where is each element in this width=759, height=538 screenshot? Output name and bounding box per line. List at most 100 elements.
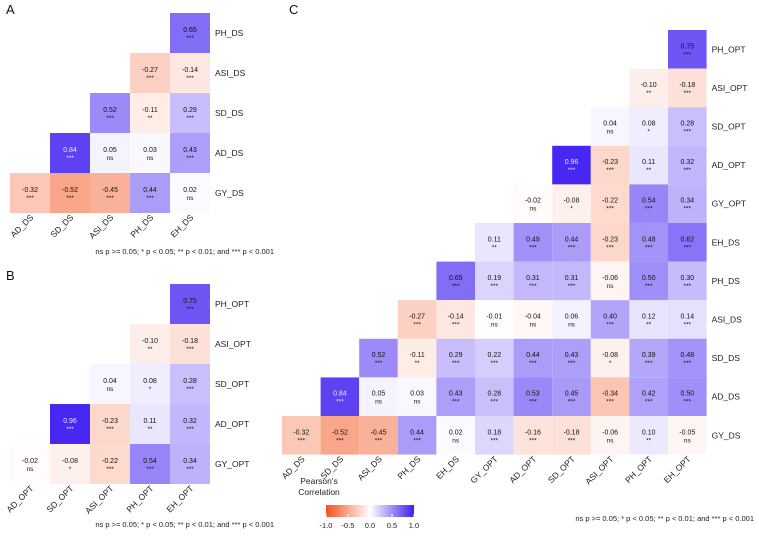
heatmap-cell xyxy=(282,416,321,455)
cell-value-label: -0.14 xyxy=(448,314,464,321)
heatmap-cell xyxy=(170,93,210,133)
column-label: AD_OPT xyxy=(507,454,538,485)
cell-value-label: 0.31 xyxy=(526,275,540,282)
heatmap-cell xyxy=(668,145,707,185)
cell-significance-label: *** xyxy=(645,399,653,406)
cell-value-label: 0.05 xyxy=(103,147,117,154)
heatmap-cell xyxy=(130,444,170,484)
cell-value-label: -0.01 xyxy=(486,314,502,321)
cell-significance-label: *** xyxy=(684,167,692,174)
heatmap-cell xyxy=(668,30,707,69)
cell-significance-label: ns xyxy=(147,155,155,162)
heatmap-cell xyxy=(475,261,514,301)
heatmap-cell xyxy=(629,377,668,416)
cell-significance-label: *** xyxy=(529,244,537,251)
cell-value-label: 0.04 xyxy=(603,121,617,128)
heatmap-cell xyxy=(130,324,170,364)
heatmap-cell xyxy=(170,284,210,324)
cell-value-label: -0.08 xyxy=(62,458,78,465)
cell-value-label: -0.27 xyxy=(142,67,158,74)
heatmap-cell xyxy=(513,261,553,301)
heatmap-cell xyxy=(475,338,514,378)
heatmap-cell xyxy=(170,13,210,53)
cell-significance-label: * xyxy=(609,360,612,367)
column-label: GY_OPT xyxy=(468,454,499,485)
heatmap-cell xyxy=(629,261,668,301)
cell-significance-label: ns xyxy=(452,437,460,444)
cell-value-label: 0.22 xyxy=(487,352,501,359)
column-label: EH_OPT xyxy=(164,483,195,514)
cell-value-label: 0.50 xyxy=(642,275,656,282)
column-label: ASI_DS xyxy=(87,212,116,241)
row-label: ASI_DS xyxy=(712,315,743,325)
heatmap-cell xyxy=(10,444,50,484)
cell-value-label: 0.50 xyxy=(680,391,694,398)
cell-value-label: 0.02 xyxy=(449,429,463,436)
cell-value-label: 0.48 xyxy=(680,352,694,359)
cell-significance-label: *** xyxy=(106,466,114,473)
cell-significance-label: *** xyxy=(186,115,194,122)
cell-value-label: -0.10 xyxy=(641,82,657,89)
heatmap-cell xyxy=(90,133,130,173)
cell-value-label: 0.28 xyxy=(680,121,694,128)
heatmap-cell xyxy=(130,364,170,404)
cell-value-label: 0.08 xyxy=(642,121,656,128)
column-label: SD_DS xyxy=(48,212,75,239)
cell-value-label: 0.48 xyxy=(642,236,656,243)
legend-tick-label: 1.0 xyxy=(409,521,419,530)
cell-value-label: -0.18 xyxy=(564,429,580,436)
cell-significance-label: ns xyxy=(529,322,537,329)
cell-significance-label: *** xyxy=(684,51,692,58)
cell-value-label: -0.22 xyxy=(102,458,118,465)
cell-value-label: -0.16 xyxy=(525,429,541,436)
cell-value-label: 0.03 xyxy=(143,147,157,154)
heatmap-cell xyxy=(130,53,170,93)
heatmap-cell xyxy=(397,300,437,339)
heatmap-cell xyxy=(436,416,475,455)
heatmap-cell xyxy=(668,300,707,339)
cell-significance-label: ns xyxy=(568,322,576,329)
cell-value-label: -0.08 xyxy=(602,352,618,359)
cell-value-label: 0.75 xyxy=(680,43,694,50)
cell-value-label: 0.05 xyxy=(372,391,386,398)
legend-title-line2: Correlation xyxy=(298,487,340,497)
cell-significance-label: *** xyxy=(684,283,692,290)
heatmap-cell xyxy=(170,364,210,404)
heatmap-panel-a: 0.65***-0.27***-0.14***0.52***-0.11**0.2… xyxy=(8,13,246,241)
cell-value-label: 0.96 xyxy=(565,159,579,166)
heatmap-cell xyxy=(397,338,437,378)
heatmap-cell xyxy=(90,93,130,133)
cell-value-label: 0.11 xyxy=(488,236,501,243)
cell-value-label: 0.44 xyxy=(526,352,540,359)
heatmap-cell xyxy=(10,173,50,213)
heatmap-cell xyxy=(475,223,514,262)
cell-significance-label: *** xyxy=(606,244,614,251)
cell-significance-label: *** xyxy=(186,426,194,433)
cell-significance-label: * xyxy=(69,466,72,473)
heatmap-cell xyxy=(513,184,553,223)
cell-significance-label: *** xyxy=(645,360,653,367)
heatmap-cell xyxy=(629,300,668,339)
heatmap-cell xyxy=(475,300,514,339)
cell-significance-label: *** xyxy=(529,399,537,406)
heatmap-cell xyxy=(130,133,170,173)
heatmap-cell xyxy=(668,107,707,146)
cell-significance-label: *** xyxy=(568,167,576,174)
cell-significance-label: *** xyxy=(26,195,34,202)
cell-value-label: 0.29 xyxy=(183,107,197,114)
heatmap-cell xyxy=(90,444,130,484)
cell-significance-label: *** xyxy=(568,437,576,444)
heatmap-cell xyxy=(170,444,210,484)
cell-value-label: -0.18 xyxy=(182,338,198,345)
row-label: PH_DS xyxy=(215,28,244,38)
row-label: PH_OPT xyxy=(215,299,249,309)
cell-significance-label: *** xyxy=(491,437,499,444)
cell-value-label: -0.05 xyxy=(679,429,695,436)
cell-value-label: -0.11 xyxy=(142,107,158,114)
cell-significance-label: *** xyxy=(413,437,421,444)
cell-value-label: 0.28 xyxy=(487,391,501,398)
panel-c-letter: C xyxy=(289,2,298,17)
column-label: EH_DS xyxy=(434,454,461,481)
cell-value-label: 0.18 xyxy=(487,429,501,436)
